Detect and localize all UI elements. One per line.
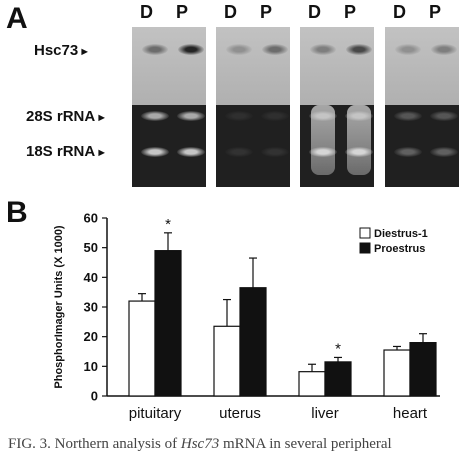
lane-header-p: P [344, 2, 357, 22]
rrna28s-band [430, 111, 458, 121]
significance-asterisk: * [165, 216, 171, 233]
x-tick-label: pituitary [129, 405, 182, 422]
blot-image [385, 27, 459, 187]
x-tick-label: liver [311, 405, 339, 422]
rrna18s-label: 18S rRNA► [26, 143, 107, 160]
lane-header-p: P [429, 2, 442, 22]
rrna28s-band [394, 111, 422, 121]
lane-header-d: D [308, 2, 321, 22]
blot-upper [300, 27, 374, 105]
y-tick-label: 20 [84, 329, 98, 344]
rrna18s-band [394, 147, 422, 157]
hsc73-band [226, 44, 252, 55]
legend-swatch-proestrus [359, 242, 371, 254]
y-tick-label: 60 [84, 211, 98, 226]
bar-proestrus [154, 250, 182, 397]
rrna18s-band [141, 147, 169, 157]
caption-gene: Hsc73 [180, 436, 220, 452]
bar-diestrus-1 [213, 325, 241, 397]
lane-smear [311, 105, 335, 175]
arrow-icon: ► [96, 147, 108, 159]
hsc73-band [142, 44, 168, 55]
bar-diestrus-1 [128, 300, 156, 397]
y-tick-label: 10 [84, 359, 98, 374]
hsc73-band [431, 44, 457, 55]
bar-diestrus-1 [298, 371, 326, 397]
significance-asterisk: * [335, 340, 341, 357]
rrna28s-band [141, 111, 169, 121]
lane-header-d: D [140, 2, 153, 22]
hsc73-band [395, 44, 421, 55]
panel-b-label: B [6, 196, 28, 229]
blot-image [132, 27, 206, 187]
blot-upper [385, 27, 459, 105]
hsc73-band [178, 44, 204, 55]
hsc73-band [262, 44, 288, 55]
y-axis-label: PhosphorImager Units (X 1000) [53, 225, 65, 389]
rrna18s-band [430, 147, 458, 157]
caption-prefix: FIG. 3. Northern analysis of [8, 436, 181, 452]
blot-image [216, 27, 290, 187]
arrow-icon: ► [79, 46, 91, 58]
rrna28s-label-text: 28S rRNA [26, 108, 96, 125]
y-tick-label: 30 [84, 300, 98, 315]
lane-header-p: P [176, 2, 189, 22]
rrna28s-band [225, 111, 253, 121]
rrna28s-label: 28S rRNA► [26, 108, 107, 125]
y-tick-label: 40 [84, 270, 98, 285]
caption-suffix: mRNA in several peripheral [219, 436, 392, 452]
legend-label: Diestrus-1 [374, 228, 428, 240]
bar-proestrus [324, 361, 352, 397]
hsc73-label: Hsc73► [34, 42, 90, 59]
lane-header-p: P [260, 2, 273, 22]
x-tick-label: heart [393, 405, 428, 422]
lane-header-d: D [393, 2, 406, 22]
hsc73-band [310, 44, 336, 55]
rrna28s-band [261, 111, 289, 121]
arrow-icon: ► [96, 112, 108, 124]
blot-upper [216, 27, 290, 105]
x-tick-label: uterus [219, 405, 261, 422]
rrna18s-label-text: 18S rRNA [26, 143, 96, 160]
rrna28s-band [177, 111, 205, 121]
hsc73-label-text: Hsc73 [34, 42, 79, 59]
blot-upper [132, 27, 206, 105]
bar-proestrus [409, 342, 437, 397]
panel-a-label: A [6, 2, 28, 35]
legend-label: Proestrus [374, 243, 425, 255]
hsc73-band [346, 44, 372, 55]
lane-smear [347, 105, 371, 175]
figure-caption: FIG. 3. Northern analysis of Hsc73 mRNA … [8, 436, 392, 453]
rrna18s-band [177, 147, 205, 157]
bar-chart: 0 10 20 30 40 50 60 PhosphorImager Units (X 100… [53, 211, 440, 422]
rrna18s-band [261, 147, 289, 157]
legend-swatch-diestrus-1 [359, 227, 371, 239]
lane-header-d: D [224, 2, 237, 22]
blot-lower [216, 105, 290, 187]
blot-lower [385, 105, 459, 187]
y-tick-label: 0 [91, 389, 98, 404]
blot-image [300, 27, 374, 187]
bar-diestrus-1 [383, 349, 411, 397]
y-tick-label: 50 [84, 240, 98, 255]
rrna18s-band [225, 147, 253, 157]
bar-proestrus [239, 287, 267, 397]
